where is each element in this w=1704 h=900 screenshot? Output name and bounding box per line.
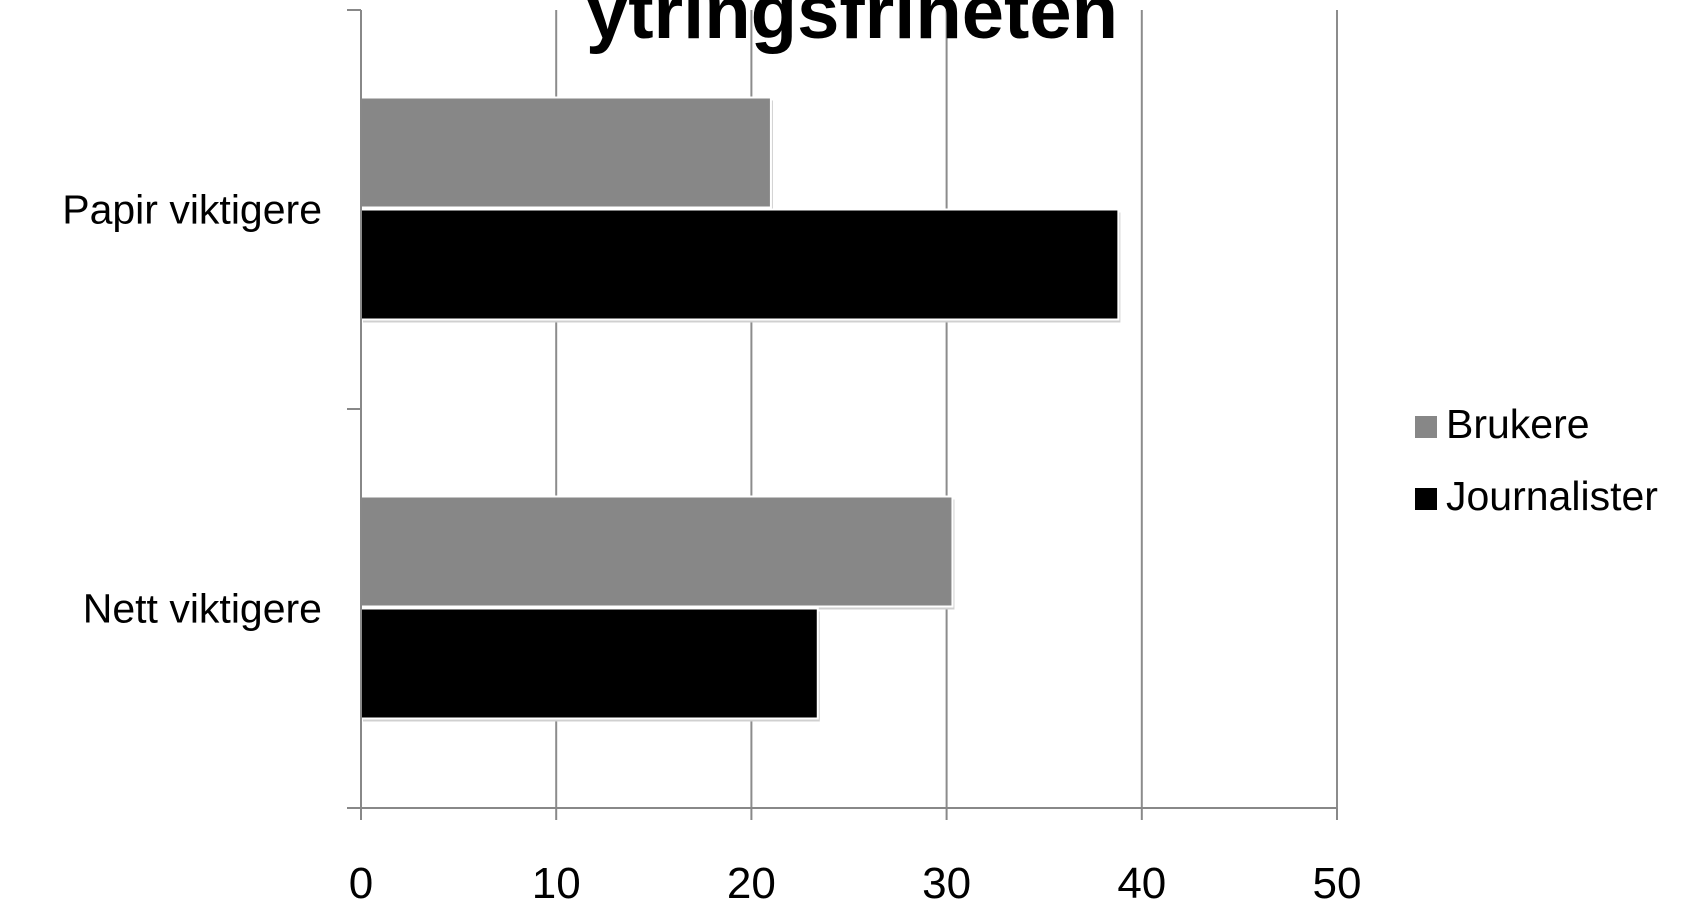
x-tick-label: 10 [532,859,581,900]
x-tick-label: 50 [1313,859,1362,900]
bar-brukere-2 [360,495,954,608]
legend-swatch-journalister [1415,488,1437,510]
axes [347,9,1337,809]
bar-brukere-1 [360,96,772,209]
category-label: Papir viktigere [62,187,322,233]
category-label: Nett viktigere [83,586,322,632]
chart-title: ytringsfriheten [586,0,1118,55]
x-tick-label: 0 [349,859,373,900]
x-tick-label: 20 [727,859,776,900]
bar-journalister-2 [360,607,819,720]
bar-journalister-1 [360,208,1120,321]
legend: Brukere Journalister [1415,401,1658,519]
legend-label: Brukere [1446,401,1590,447]
bars [360,96,1121,722]
x-tick-label: 40 [1117,859,1166,900]
x-tick-label: 30 [922,859,971,900]
legend-swatch-brukere [1415,416,1437,438]
category-labels: Papir viktigere Nett viktigere [62,187,322,632]
x-tick-labels: 0 10 20 30 40 50 [349,859,1362,900]
legend-label: Journalister [1446,473,1658,519]
